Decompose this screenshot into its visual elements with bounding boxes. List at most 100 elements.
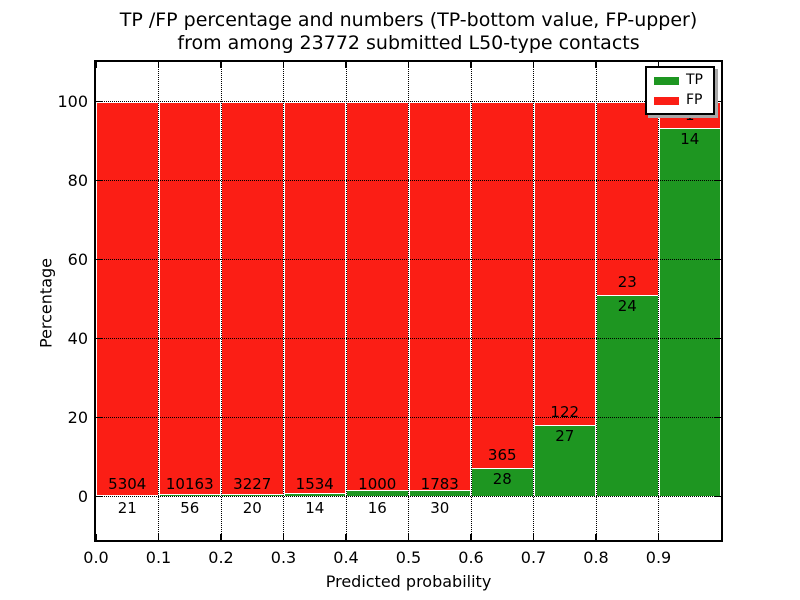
y-tick-left — [96, 416, 102, 419]
y-tick-left — [96, 258, 102, 261]
tp-count-label: 27 — [555, 426, 575, 445]
x-tick-top — [345, 62, 347, 68]
x-gridline — [158, 62, 159, 540]
x-tick-bottom — [220, 534, 222, 540]
x-tick-label: 0.6 — [458, 548, 484, 567]
fp-bar-segment — [221, 101, 284, 497]
y-gridline — [96, 417, 721, 419]
x-tick-bottom — [282, 534, 285, 540]
y-tick-label: 60 — [67, 249, 88, 269]
x-gridline — [595, 62, 597, 540]
chart-title-line1: TP /FP percentage and numbers (TP-bottom… — [119, 9, 698, 31]
x-gridline — [470, 62, 472, 540]
x-tick-bottom — [470, 534, 472, 540]
x-gridline — [658, 62, 659, 540]
x-tick-bottom — [595, 534, 597, 540]
fp-count-label: 1783 — [420, 474, 459, 493]
y-tick-label: 20 — [67, 407, 88, 427]
x-gridline — [533, 62, 534, 540]
fp-bar-segment — [96, 101, 159, 497]
x-tick-top — [657, 62, 660, 68]
y-gridline — [96, 101, 721, 102]
fp-bar-segment — [346, 101, 409, 497]
x-tick-label: 0.4 — [333, 548, 359, 567]
fp-count-label: 1000 — [358, 474, 397, 493]
chart-title-line2: from among 23772 submitted L50-type cont… — [177, 32, 640, 54]
x-tick-label: 0.0 — [83, 548, 109, 567]
y-tick-right — [715, 337, 721, 340]
x-tick-label: 0.2 — [208, 548, 234, 567]
fp-count-label: 365 — [487, 446, 517, 465]
x-gridline — [283, 62, 284, 540]
tp-count-label: 56 — [180, 498, 200, 517]
tp-count-label: 28 — [492, 470, 512, 489]
y-tick-right — [715, 179, 721, 182]
legend-label-fp: FP — [686, 92, 703, 108]
tp-count-label: 14 — [305, 498, 325, 517]
y-tick-right — [715, 100, 721, 103]
x-tick-bottom — [157, 534, 160, 540]
tp-color-swatch-icon — [654, 76, 679, 85]
x-tick-bottom — [345, 534, 347, 540]
x-tick-label: 0.8 — [583, 548, 609, 567]
fp-bar-segment — [408, 101, 471, 497]
fp-bar-segment — [158, 101, 221, 497]
x-tick-label: 0.9 — [645, 548, 672, 567]
x-tick-top — [282, 62, 285, 68]
legend-item-tp: TP — [654, 73, 706, 88]
y-gridline — [96, 259, 721, 261]
x-tick-top — [220, 62, 222, 68]
tp-count-label: 30 — [430, 498, 450, 517]
y-tick-label: 80 — [67, 170, 88, 190]
y-tick-right — [715, 258, 721, 261]
y-tick-right — [715, 495, 721, 498]
fp-count-label: 3227 — [233, 474, 272, 493]
x-tick-top — [470, 62, 472, 68]
x-tick-bottom — [532, 534, 535, 540]
tp-count-label: 21 — [117, 498, 137, 517]
fp-count-label: 1534 — [295, 474, 334, 493]
legend-item-fp: FP — [654, 93, 706, 108]
x-tick-label: 0.5 — [395, 548, 422, 567]
fp-count-label: 5304 — [108, 474, 147, 493]
chart-title: TP /FP percentage and numbers (TP-bottom… — [96, 9, 721, 55]
legend: TP FP — [645, 66, 715, 115]
x-gridline — [408, 62, 409, 540]
y-gridline — [96, 496, 721, 498]
y-tick-left — [96, 337, 102, 340]
x-tick-label: 0.1 — [145, 548, 172, 567]
x-tick-bottom — [95, 534, 97, 540]
x-gridline — [345, 62, 347, 540]
fp-count-label: 23 — [617, 272, 637, 291]
tp-bar-segment — [596, 294, 659, 497]
fp-count-label: 122 — [550, 402, 580, 421]
y-gridline — [96, 180, 721, 181]
x-gridline — [220, 62, 222, 540]
plot-area: 5304 21 10163 56 3227 20 1534 14 1000 16 1783 30 365… — [95, 62, 721, 540]
y-gridline — [96, 338, 721, 340]
x-tick-label: 0.7 — [520, 548, 547, 567]
tp-bar-segment — [658, 127, 721, 497]
x-tick-top — [95, 62, 97, 68]
x-tick-top — [532, 62, 535, 68]
y-tick-right — [715, 416, 721, 419]
x-tick-label: 0.3 — [270, 548, 297, 567]
y-tick-label: 40 — [67, 328, 88, 348]
x-tick-top — [407, 62, 410, 68]
tp-count-label: 16 — [367, 498, 387, 517]
y-tick-left — [96, 179, 102, 182]
x-tick-bottom — [657, 534, 660, 540]
y-tick-label: 0 — [77, 486, 88, 506]
x-axis-label: Predicted probability — [325, 572, 492, 591]
y-tick-left — [96, 100, 102, 103]
fp-bar-segment — [283, 101, 346, 497]
tp-count-label: 20 — [242, 498, 262, 517]
x-tick-top — [157, 62, 160, 68]
tp-count-label: 14 — [680, 129, 700, 148]
fp-color-swatch-icon — [654, 96, 679, 105]
x-tick-bottom — [407, 534, 410, 540]
x-tick-top — [595, 62, 597, 68]
legend-label-tp: TP — [686, 72, 703, 88]
tp-count-label: 24 — [617, 296, 637, 315]
